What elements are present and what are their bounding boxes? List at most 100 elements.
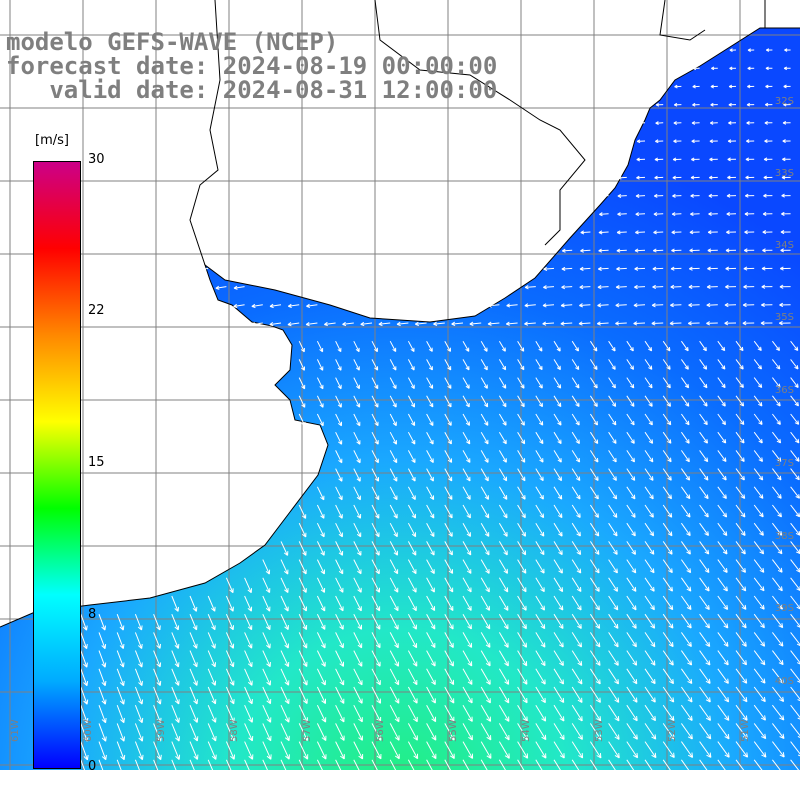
wind-arrow bbox=[634, 248, 646, 253]
wind-arrow bbox=[353, 450, 361, 464]
wind-arrow bbox=[444, 686, 455, 704]
wind-arrow bbox=[662, 686, 675, 703]
wind-arrow bbox=[225, 723, 235, 742]
wind-arrow bbox=[407, 377, 415, 390]
wind-arrow bbox=[189, 668, 198, 686]
wind-arrow bbox=[280, 559, 289, 575]
wind-arrow bbox=[498, 340, 506, 352]
wind-arrow bbox=[571, 559, 582, 574]
wind-arrow bbox=[451, 321, 464, 326]
wind-arrow bbox=[498, 450, 507, 463]
wind-arrow bbox=[244, 650, 253, 668]
wind-arrow bbox=[742, 321, 755, 326]
wind-arrow bbox=[699, 650, 711, 666]
wind-arrow bbox=[764, 102, 773, 107]
wind-arrow bbox=[535, 340, 543, 352]
wind-arrow bbox=[753, 704, 766, 721]
wind-arrow bbox=[644, 377, 653, 389]
wind-arrow bbox=[244, 668, 253, 686]
wind-arrow bbox=[298, 723, 309, 741]
wind-arrow bbox=[298, 613, 308, 630]
wind-arrow bbox=[171, 723, 180, 742]
wind-arrow bbox=[353, 377, 360, 390]
wind-arrow bbox=[790, 468, 800, 481]
wind-arrow bbox=[542, 321, 555, 326]
wind-arrow bbox=[626, 522, 636, 537]
border-line bbox=[659, 0, 706, 41]
wind-arrow bbox=[644, 559, 655, 574]
wind-arrow bbox=[735, 340, 744, 352]
wind-arrow bbox=[680, 504, 691, 518]
wind-arrow bbox=[116, 614, 125, 631]
wind-arrow bbox=[116, 741, 126, 761]
wind-arrow bbox=[535, 686, 546, 704]
wind-arrow bbox=[335, 650, 344, 667]
wind-arrow bbox=[371, 486, 380, 501]
wind-arrow bbox=[671, 248, 682, 253]
wind-arrow bbox=[706, 321, 718, 326]
wind-arrow bbox=[699, 723, 712, 740]
wind-arrow bbox=[753, 595, 765, 610]
wind-arrow bbox=[535, 595, 545, 611]
wind-arrow bbox=[553, 522, 563, 537]
wind-arrow bbox=[717, 704, 730, 721]
wind-arrow bbox=[761, 284, 773, 289]
wind-arrow bbox=[753, 504, 764, 518]
wind-arrow bbox=[462, 431, 471, 445]
wind-arrow bbox=[571, 759, 584, 777]
wind-arrow bbox=[608, 359, 616, 370]
wind-arrow bbox=[517, 504, 526, 519]
wind-arrow bbox=[662, 741, 675, 759]
wind-arrow bbox=[171, 668, 180, 686]
wind-arrow bbox=[480, 395, 489, 408]
wind-arrow bbox=[615, 321, 627, 326]
wind-arrow bbox=[633, 303, 646, 308]
wind-arrow bbox=[644, 359, 653, 370]
wind-arrow bbox=[571, 522, 581, 537]
wind-arrow bbox=[673, 102, 682, 107]
wind-arrow bbox=[444, 359, 452, 371]
wind-arrow bbox=[480, 668, 491, 685]
wind-arrow bbox=[561, 248, 573, 253]
lon-label: 56W bbox=[375, 719, 386, 742]
wind-arrow bbox=[480, 522, 490, 537]
wind-arrow bbox=[598, 230, 609, 235]
wind-arrow bbox=[571, 613, 582, 630]
wind-arrow bbox=[244, 632, 253, 649]
wind-arrow bbox=[171, 595, 179, 612]
wind-arrow bbox=[790, 340, 799, 351]
wind-arrow bbox=[98, 705, 107, 724]
wind-arrow bbox=[692, 66, 700, 71]
wind-arrow bbox=[80, 686, 89, 705]
wind-arrow bbox=[772, 723, 785, 740]
wind-arrow bbox=[735, 723, 748, 740]
wind-arrow bbox=[535, 759, 547, 778]
wind-arrow bbox=[781, 175, 791, 180]
wind-arrow bbox=[480, 595, 490, 611]
wind-arrow bbox=[469, 321, 482, 326]
wind-arrow bbox=[498, 395, 507, 408]
map-title: modelo GEFS-WAVE (NCEP) forecast date: 20… bbox=[6, 30, 497, 102]
wind-arrow bbox=[171, 650, 180, 668]
wind-arrow bbox=[444, 504, 453, 519]
wind-arrow bbox=[371, 632, 381, 649]
wind-arrow bbox=[298, 395, 306, 408]
wind-arrow bbox=[571, 704, 583, 722]
wind-arrow bbox=[709, 139, 718, 144]
wind-arrow bbox=[699, 704, 711, 721]
wind-arrow bbox=[225, 577, 234, 594]
wind-arrow bbox=[735, 650, 747, 666]
colorbar-tick-15: 15 bbox=[88, 455, 105, 470]
wind-arrow bbox=[517, 395, 525, 408]
wind-arrow bbox=[225, 705, 235, 723]
wind-arrow bbox=[480, 486, 489, 500]
wind-arrow bbox=[462, 522, 471, 537]
wind-arrow bbox=[517, 359, 525, 371]
wind-arrow bbox=[753, 613, 765, 629]
wind-arrow bbox=[626, 577, 637, 592]
wind-arrow bbox=[543, 285, 555, 290]
wind-arrow bbox=[80, 723, 89, 742]
wind-arrow bbox=[480, 377, 488, 389]
wind-arrow bbox=[662, 486, 672, 500]
land-area bbox=[0, 0, 800, 627]
